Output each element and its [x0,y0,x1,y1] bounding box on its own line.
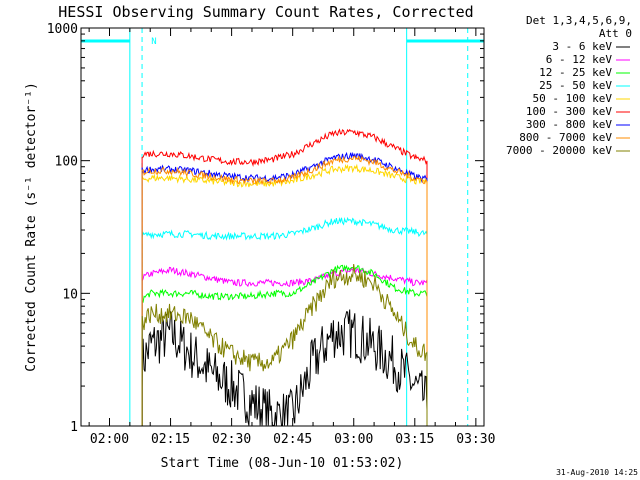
y-tick-label: 10 [62,287,78,302]
flag-layer: N [81,37,484,47]
y-axis-label: Corrected Count Rate (s⁻¹ detector⁻¹) [24,82,39,372]
y-tick-label: 1000 [47,22,78,37]
legend-label: 25 - 50 keV [539,79,612,92]
timestamp: 31-Aug-2010 14:25 [556,468,638,477]
x-tick-label: 02:15 [151,432,190,447]
legend-header-line-1: Det 1,3,4,5,6,9, [526,14,632,27]
series-line [141,155,428,426]
series-6-12kev [141,266,428,426]
x-tick-label: 03:15 [395,432,434,447]
series-line [141,216,428,426]
x-tick-label: 02:00 [90,432,129,447]
chart-title: HESSI Observing Summary Count Rates, Cor… [58,3,473,21]
x-tick-label: 02:30 [212,432,251,447]
series-line [141,266,428,426]
y-tick-label: 1 [70,420,78,435]
series-12-25kev [141,264,428,426]
legend-label: 800 - 7000 keV [519,131,612,144]
series-25-50kev [141,216,428,426]
legend-label: 6 - 12 keV [546,53,613,66]
series-800-7000kev [141,155,428,426]
y-tick-label: 100 [55,155,78,170]
series-line [141,264,428,426]
axes-layer: 02:00 02:15 02:30 02:45 03:00 03:15 03:30 1 10 10… [47,22,496,447]
series-line [141,309,428,426]
x-axis-label: Start Time (08-Jun-10 01:53:02) [161,456,404,471]
series-50-100kev [141,163,428,426]
flag-letter: N [151,37,156,47]
series-7000-20000kev [141,263,428,426]
series-line [141,163,428,426]
legend-label: 3 - 6 keV [552,40,612,53]
series-line [141,263,428,426]
series-3-6kev [141,309,428,426]
plot-frame [80,27,485,427]
legend-label: 7000 - 20000 keV [506,144,612,157]
x-tick-label: 03:00 [334,432,373,447]
series-line [141,128,428,426]
legend-label: 100 - 300 keV [526,105,612,118]
x-tick-label: 02:45 [273,432,312,447]
legend-header-line-2: Att 0 [599,27,632,40]
series-100-300kev [141,128,428,426]
legend-label: 300 - 800 keV [526,118,612,131]
x-tick-label: 03:30 [456,432,495,447]
legend-label: 12 - 25 keV [539,66,612,79]
legend-label: 50 - 100 keV [533,92,613,105]
series-layer [141,128,428,426]
